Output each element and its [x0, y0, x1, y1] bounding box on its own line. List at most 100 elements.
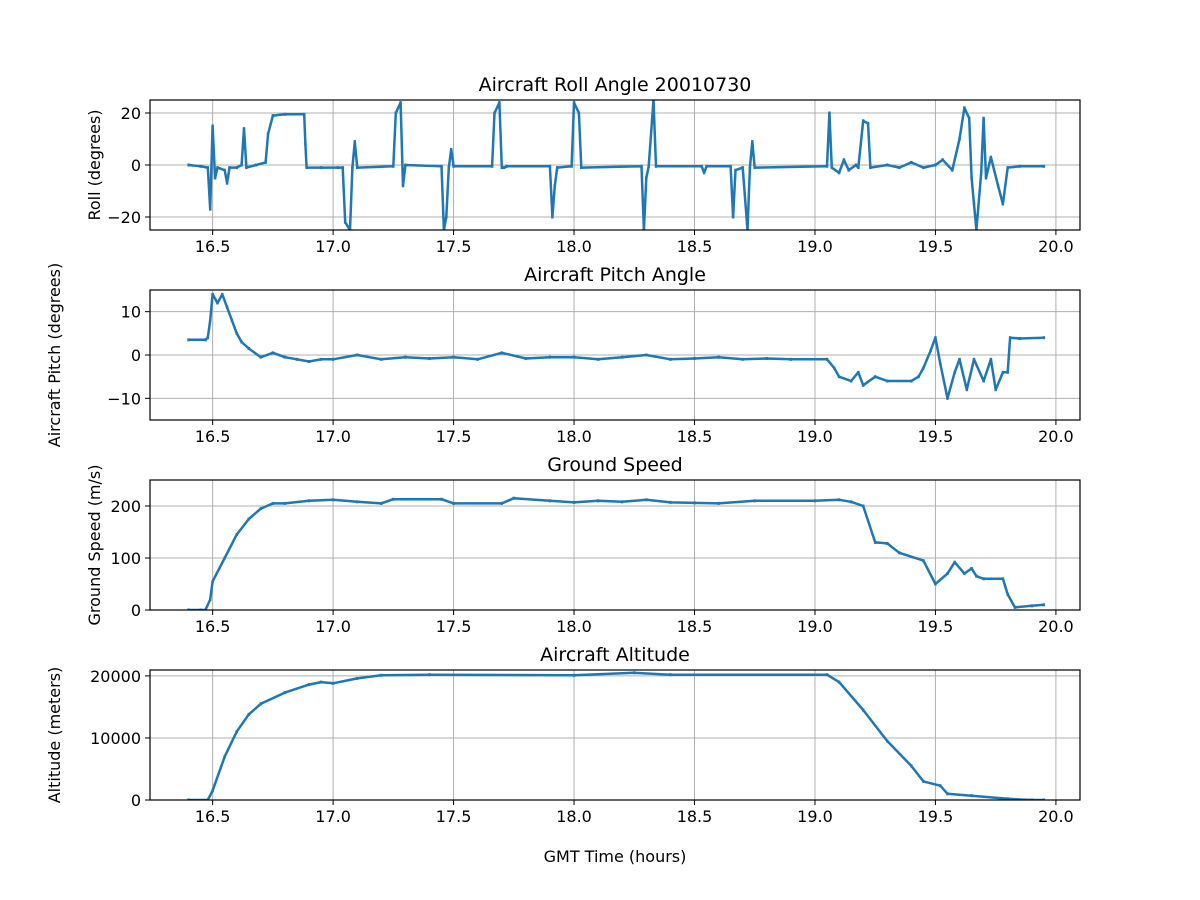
x-tick-label: 17.5 [436, 617, 472, 636]
data-point [331, 498, 335, 502]
data-point [445, 215, 448, 219]
y-tick-label: 0 [131, 791, 141, 810]
x-tick-label: 18.5 [677, 427, 713, 446]
data-point [380, 501, 383, 505]
x-tick-label: 17.0 [315, 427, 351, 446]
data-point [669, 673, 672, 677]
data-point [1001, 202, 1005, 206]
x-tick-label: 19.5 [918, 427, 954, 446]
data-point [596, 499, 600, 503]
data-point [886, 739, 889, 743]
data-point [996, 184, 1000, 188]
data-point [225, 181, 229, 185]
data-point [245, 166, 248, 170]
data-point [645, 176, 648, 180]
data-point [264, 160, 267, 164]
x-tick-label: 16.5 [195, 427, 231, 446]
data-point [751, 140, 754, 144]
subplot-title: Aircraft Pitch Angle [524, 264, 706, 286]
subplot-1: 16.5 17.0 17.5 18.0 18.5 19.0 19.5 20.0 −20 0 20 Ai… [85, 74, 1081, 256]
data-point [548, 499, 552, 503]
data-point [211, 789, 214, 793]
data-point [596, 357, 600, 361]
x-tick-label: 19.5 [918, 237, 954, 256]
axes-frame [149, 669, 1081, 801]
data-point [970, 566, 973, 570]
x-axis-label: GMT Time (hours) [544, 847, 687, 866]
data-point [642, 228, 646, 230]
data-point [939, 362, 942, 366]
data-point [394, 111, 397, 115]
data-point [247, 347, 250, 350]
data-point [440, 164, 443, 168]
data-point [934, 582, 937, 586]
data-point [302, 112, 306, 116]
y-tick-label: −20 [107, 208, 141, 227]
x-tick-label: 20.0 [1038, 237, 1074, 256]
data-point [1001, 370, 1005, 374]
data-point [209, 318, 212, 322]
data-point [830, 166, 834, 170]
data-point [975, 228, 978, 230]
data-point [247, 517, 250, 521]
data-point [1006, 166, 1009, 170]
data-point [331, 357, 335, 361]
data-point [813, 499, 817, 503]
data-point [331, 681, 335, 685]
data-point [946, 792, 949, 796]
data-point [982, 116, 985, 120]
data-point [645, 353, 648, 357]
data-point [216, 301, 219, 305]
data-point [512, 496, 516, 500]
data-point [572, 101, 576, 105]
data-point [380, 357, 383, 361]
data-point [259, 507, 263, 511]
x-tick-label: 16.5 [195, 237, 231, 256]
data-point [874, 375, 877, 379]
data-point [271, 114, 275, 118]
data-point [235, 331, 238, 335]
x-tick-label: 17.0 [315, 617, 351, 636]
y-axis-label: Ground Speed (m/s) [85, 465, 104, 626]
data-point [452, 164, 455, 168]
data-point [989, 155, 993, 159]
data-point [982, 379, 985, 383]
data-point [204, 608, 207, 610]
data-point [221, 292, 224, 296]
data-point [1006, 592, 1009, 596]
data-point [1042, 603, 1046, 607]
data-point [235, 533, 238, 537]
data-point [548, 164, 552, 168]
data-point [837, 498, 841, 502]
data-point [621, 500, 624, 504]
data-point [874, 540, 877, 544]
data-point [975, 574, 978, 578]
subplot-title: Aircraft Altitude [540, 644, 690, 666]
y-tick-label: 200 [110, 497, 141, 516]
data-point [223, 556, 226, 560]
x-tick-label: 20.0 [1038, 617, 1074, 636]
data-point [490, 164, 494, 168]
data-point [572, 500, 576, 504]
data-point [404, 163, 407, 167]
data-point [206, 166, 210, 170]
data-point [825, 673, 829, 677]
data-point [209, 207, 212, 211]
data-point [356, 166, 359, 170]
data-point [319, 166, 323, 170]
data-point [580, 166, 583, 170]
data-point [449, 147, 453, 151]
data-point [1006, 797, 1009, 800]
data-point [442, 228, 446, 230]
data-point [953, 560, 956, 564]
data-point [187, 163, 190, 167]
x-tick-label: 17.0 [315, 237, 351, 256]
x-tick-label: 18.5 [677, 237, 713, 256]
data-point [922, 166, 925, 170]
data-point [235, 730, 238, 734]
data-point [283, 501, 287, 505]
data-point [1042, 164, 1046, 168]
data-point [211, 292, 214, 296]
data-point [259, 355, 263, 359]
data-point [963, 572, 966, 576]
